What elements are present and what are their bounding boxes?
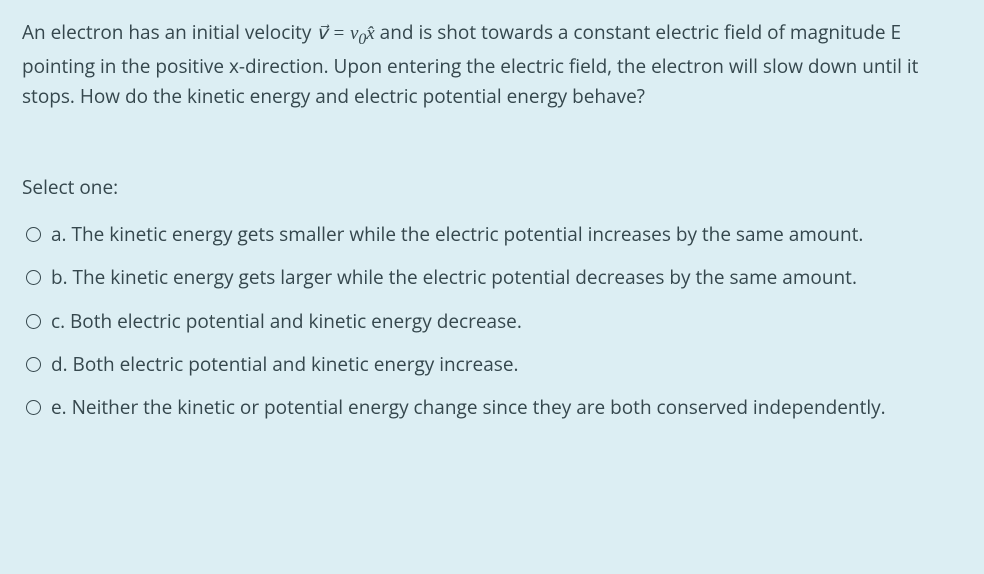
option-text: a. The kinetic energy gets smaller while…: [51, 220, 962, 249]
question-part1: An electron has an initial velocity: [22, 19, 316, 45]
option-c[interactable]: c. Both electric potential and kinetic e…: [26, 300, 962, 343]
radio-icon[interactable]: [26, 400, 41, 415]
option-e[interactable]: e. Neither the kinetic or potential ener…: [26, 386, 962, 429]
option-d[interactable]: d. Both electric potential and kinetic e…: [26, 343, 962, 386]
radio-icon[interactable]: [26, 314, 41, 329]
option-text: b. The kinetic energy gets larger while …: [51, 263, 962, 292]
question-text: An electron has an initial velocity v⃗ =…: [22, 18, 962, 111]
radio-icon[interactable]: [26, 227, 41, 242]
select-one-prompt: Select one:: [22, 173, 962, 202]
radio-icon[interactable]: [26, 357, 41, 372]
options-list: a. The kinetic energy gets smaller while…: [22, 213, 962, 430]
option-text: e. Neither the kinetic or potential ener…: [51, 393, 962, 422]
option-text: d. Both electric potential and kinetic e…: [51, 350, 962, 379]
option-text: c. Both electric potential and kinetic e…: [51, 307, 962, 336]
option-a[interactable]: a. The kinetic energy gets smaller while…: [26, 213, 962, 256]
option-b[interactable]: b. The kinetic energy gets larger while …: [26, 256, 962, 299]
radio-icon[interactable]: [26, 270, 41, 285]
question-formula: v⃗ = v0x̂: [316, 23, 374, 44]
